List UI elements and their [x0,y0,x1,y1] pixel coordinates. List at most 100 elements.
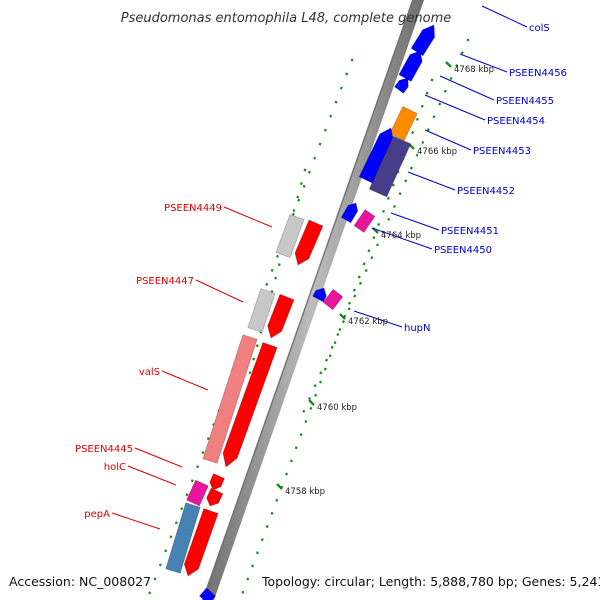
major-tick [445,61,452,68]
tick-row-inner-right [338,328,342,332]
gene-box-pseen4449-a [275,213,305,259]
tick-row-outer-left [302,184,306,188]
tick-row-outer-right [449,76,453,80]
tick-row-outer-right [341,320,345,324]
label-cols-connector [481,5,528,28]
tick-row-inner-right [285,472,288,476]
label-pseen4456: PSEEN4456 [509,68,567,79]
tick-row-inner-right [246,577,250,581]
label-cols: colS [529,23,550,34]
genome-backbone [202,0,424,600]
tick-row-inner-right [314,393,318,397]
major-tick [339,313,346,320]
tick-row-outer-left [276,254,279,258]
tick-row-inner-left [299,182,303,185]
tick-row-outer-right [432,115,436,119]
label-holc-connector [127,465,177,486]
tick-row-outer-left [212,423,216,427]
tick-row-inner-left [296,195,300,199]
gene-box-pseen4447-a [247,288,276,333]
tick-row-inner-right [425,91,429,95]
tick-row-inner-right [362,262,366,266]
gene-arrow-cols [410,24,436,57]
label-pseen4452: PSEEN4452 [457,186,515,197]
gene-features [165,24,436,600]
tick-row-inner-right [420,104,424,108]
label-pseen4451-connector [390,212,440,231]
label-pseen4447: PSEEN4447 [136,276,194,287]
tick-row-outer-right [460,51,464,55]
tick-row-outer-right [443,89,447,93]
tick-row-outer-left [270,268,274,272]
label-pseen4453-connector [424,129,472,151]
gene-arrow-pseen4445 [209,473,226,491]
label-hupn: hupN [404,323,431,334]
tick-row-outer-right [347,307,351,311]
label-pepa: pepA [84,509,110,520]
tick-row-inner-right [270,511,274,515]
tick-row-outer-right [324,358,328,362]
gene-arrow-holc [206,487,224,507]
gene-box-pseen4450 [353,209,376,233]
tick-row-outer-left [153,577,157,581]
tick-row-outer-right [370,256,374,260]
tick-row-inner-right [299,433,303,437]
gene-arrow-pseen4449 [294,219,324,266]
tick-row-inner-right [357,275,361,279]
tick-row-outer-right [438,102,442,106]
tick-row-inner-left [252,357,256,361]
tick-row-outer-right [398,192,402,196]
gene-arrow-vals [222,341,278,468]
tick-row-outer-right [426,128,430,132]
kbp-label: 4760 kbp [317,403,357,413]
tick-row-inner-left [255,344,259,348]
tick-row-inner-left [292,209,296,212]
accession-text: Accession: NC_008027 [9,574,151,589]
gene-arrow-pseen4455 [394,77,409,94]
label-pseen4450-connector [371,227,433,250]
tick-row-outer-right [308,396,311,401]
label-vals-connector [161,370,209,391]
tick-row-inner-right [372,236,376,240]
tick-row-outer-right [404,179,408,183]
label-pseen4454: PSEEN4454 [487,116,545,127]
gene-box-bottom [198,587,217,600]
label-hupn-connector [353,310,403,328]
tick-row-outer-right [455,64,459,68]
tick-row-inner-right [294,446,298,450]
tick-row-inner-right [391,183,395,187]
tick-row-outer-left [169,535,173,539]
tick-row-outer-right [319,371,323,375]
tick-row-inner-right [319,380,322,384]
map-title: Pseudomonas entomophila L48, complete ge… [121,11,452,26]
tick-row-outer-left [158,563,162,567]
label-pseen4456-connector [459,53,508,73]
tick-row-inner-right [377,222,381,226]
tick-row-inner-right [328,354,332,358]
tick-row-outer-right [392,204,396,209]
tick-row-inner-left [277,263,281,267]
tick-row-inner-left [303,168,307,172]
tick-row-outer-left [190,479,194,483]
label-pseen4455-connector [439,75,495,101]
tick-row-inner-right [416,117,419,121]
tick-row-outer-left [297,198,301,202]
gene-arrow-pseen4447 [267,293,295,339]
tick-row-inner-right [255,551,259,555]
genome-info-text: Topology: circular; Length: 5,888,780 bp… [261,574,600,589]
label-pseen4449: PSEEN4449 [164,203,222,214]
tick-row-outer-left [323,128,327,132]
tick-row-inner-right [352,288,356,292]
label-pseen4452-connector [407,171,456,191]
gene-arrow-pseen4456 [398,50,423,82]
gene-box-holc-a [186,479,209,507]
tick-row-outer-right [330,345,334,349]
kbp-label: 4762 kbp [348,317,388,327]
tick-row-inner-right [304,419,308,423]
gene-labels: 4768 kbp 4766 kbp 4764 kbp 4762 kbp 4760 kbp… [75,23,567,520]
tick-row-outer-left [164,549,168,553]
kbp-label: 4764 kbp [381,231,421,241]
label-pseen4455: PSEEN4455 [496,96,554,107]
tick-row-inner-right [348,301,352,305]
tick-row-outer-left [206,437,210,441]
